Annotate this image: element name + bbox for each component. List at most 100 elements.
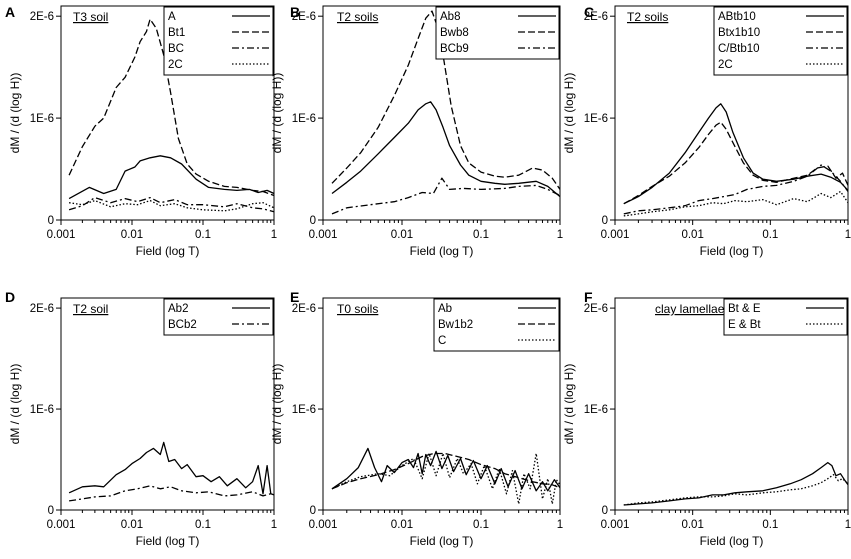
series-line-ab	[331, 447, 561, 492]
legend-label: 2C	[718, 59, 733, 71]
y-tick-label: 1E-6	[584, 404, 608, 416]
series-line-bt-e	[623, 461, 849, 506]
y-axis-title: dM / (d (log H))	[562, 73, 576, 154]
x-tick-label: 1	[271, 519, 277, 531]
legend: Bt & E E & Bt	[723, 298, 848, 336]
y-axis-title: dM / (d (log H))	[270, 73, 284, 154]
y-axis-title: dM / (d (log H))	[8, 73, 22, 154]
legend-label: Ab	[438, 303, 452, 315]
legend-label: Bw1b2	[438, 319, 473, 331]
panel-title: clay lamellae	[655, 302, 725, 316]
series-line-bw1b2	[331, 452, 561, 490]
x-tick-label: 0.001	[47, 229, 76, 241]
series-line-btx1b10	[623, 121, 849, 205]
x-axis-title: Field (log T)	[410, 534, 474, 548]
legend-label: Bwb8	[440, 27, 469, 39]
series-line-ab8	[331, 101, 561, 198]
y-tick-label: 0	[602, 505, 608, 517]
legend-box	[163, 6, 274, 76]
panel-a: A 0 1E-6 2E-6 0.001 0.01 0.1 1 Field (log T) dM /…	[5, 4, 277, 258]
legend: A Bt1 BC 2C	[163, 6, 274, 76]
legend: Ab2 BCb2	[163, 298, 274, 336]
y-tick-label: 2E-6	[584, 303, 608, 315]
legend-label: 2C	[168, 59, 183, 71]
y-tick-label: 1E-6	[292, 113, 316, 125]
plot-frame	[614, 5, 849, 221]
legend: Ab8 Bwb8 BCb9	[435, 6, 560, 60]
y-tick-label: 0	[310, 505, 316, 517]
panel-letter: B	[290, 4, 300, 20]
y-tick-label: 2E-6	[30, 11, 54, 23]
panel-d: D 0 1E-6 2E-6 0.001 0.01 0.1 1 Field (log T) dM /…	[5, 289, 277, 548]
panel-e: E 0 1E-6 2E-6 0.001 0.01 0.1 1 Field (log T) dM /…	[270, 289, 563, 548]
x-tick-label: 0.1	[762, 229, 778, 241]
panel-title: T0 soils	[337, 302, 378, 316]
x-tick-label: 0.01	[681, 519, 703, 531]
legend-label: BCb9	[440, 43, 469, 55]
y-tick-label: 0	[48, 215, 54, 227]
series-line-2c	[623, 190, 849, 217]
legend-box	[163, 298, 274, 336]
series-line-bcb2	[69, 485, 275, 502]
x-axis-title: Field (log T)	[136, 534, 200, 548]
series-line-abtb10	[623, 103, 849, 205]
plot-frame	[60, 5, 275, 221]
y-tick-label: 2E-6	[584, 11, 608, 23]
x-axis-title: Field (log T)	[410, 244, 474, 258]
plot-frame	[614, 297, 849, 511]
panel-letter: E	[290, 289, 299, 305]
panel-letter: F	[584, 289, 593, 305]
panel-b: B 0 1E-6 2E-6 0.001 0.01 0.1 1 Field (log T) dM /…	[270, 4, 563, 258]
x-tick-label: 0.001	[601, 229, 630, 241]
legend-label: Btx1b10	[718, 27, 760, 39]
series-line-bt1	[68, 18, 275, 197]
series-line-c	[331, 452, 561, 505]
legend-label: E & Bt	[728, 319, 761, 331]
legend-label: Ab8	[440, 11, 460, 23]
legend-label: C	[438, 335, 446, 347]
y-tick-label: 1E-6	[584, 113, 608, 125]
panel-title: T2 soils	[337, 10, 378, 24]
panel-title: T3 soil	[73, 10, 108, 24]
y-tick-label: 2E-6	[292, 11, 316, 23]
x-tick-label: 0.1	[762, 519, 778, 531]
legend-label: A	[168, 11, 176, 23]
panel-title: T2 soil	[73, 302, 108, 316]
x-tick-label: 0.1	[195, 229, 211, 241]
legend: ABtb10 Btx1b10 C/Btb10 2C	[713, 6, 848, 76]
series-line-a	[68, 155, 275, 200]
panel-letter: C	[584, 4, 594, 20]
y-tick-label: 2E-6	[30, 303, 54, 315]
series-line-c-btb10	[623, 164, 849, 215]
y-tick-label: 1E-6	[30, 113, 54, 125]
x-tick-label: 0.1	[473, 229, 489, 241]
panel-f: F 0 1E-6 2E-6 0.001 0.01 0.1 1 Field (log T) dM /…	[562, 289, 851, 548]
y-tick-label: 1E-6	[292, 404, 316, 416]
legend-label: Bt1	[168, 27, 185, 39]
plot-frame	[322, 5, 561, 221]
y-axis-title: dM / (d (log H))	[270, 364, 284, 445]
series-line-bc	[68, 196, 275, 213]
series-line-bwb8	[331, 10, 561, 190]
x-tick-label: 0.001	[47, 519, 76, 531]
legend-label: Bt & E	[728, 303, 761, 315]
legend-label: BCb2	[168, 319, 197, 331]
y-tick-label: 0	[602, 215, 608, 227]
legend-label: ABtb10	[718, 11, 756, 23]
x-tick-label: 1	[845, 229, 851, 241]
x-axis-title: Field (log T)	[136, 244, 200, 258]
legend-label: BC	[168, 43, 184, 55]
x-tick-label: 1	[845, 519, 851, 531]
x-tick-label: 0.1	[473, 519, 489, 531]
x-tick-label: 0.001	[309, 519, 338, 531]
x-tick-label: 0.1	[195, 519, 211, 531]
legend: Ab Bw1b2 C	[433, 298, 560, 352]
plot-frame	[60, 297, 275, 511]
series-line-e-bt	[623, 474, 849, 506]
legend-box	[723, 298, 848, 336]
x-tick-label: 0.001	[601, 519, 630, 531]
x-tick-label: 0.01	[681, 229, 703, 241]
legend-label: Ab2	[168, 303, 188, 315]
x-axis-title: Field (log T)	[700, 244, 764, 258]
legend-label: C/Btb10	[718, 43, 760, 55]
